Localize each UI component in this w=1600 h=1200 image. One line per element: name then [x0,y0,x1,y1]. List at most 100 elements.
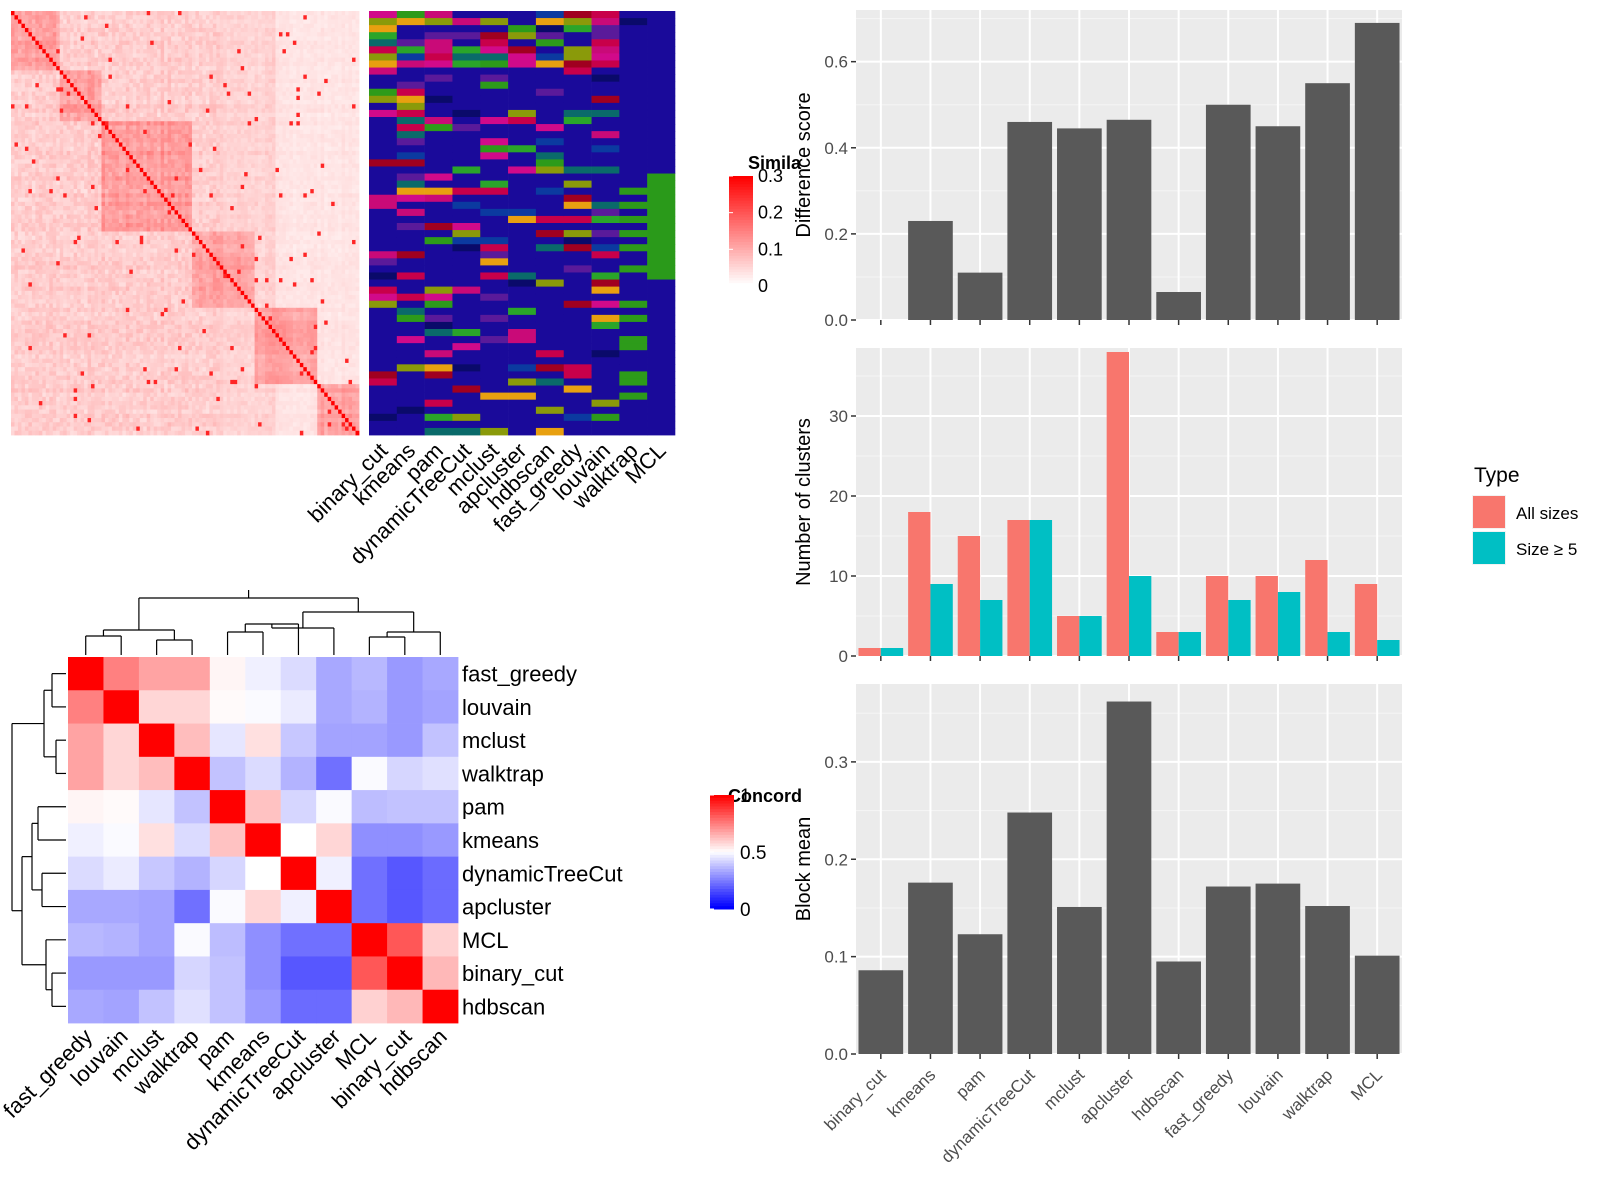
similarity-cell [94,70,99,75]
similarity-cell [185,206,189,211]
similarity-cell [160,176,165,181]
similarity-cell [157,176,162,181]
similarity-cell [185,44,189,50]
similarity-cell [209,167,214,173]
similarity-cell [42,112,47,118]
similarity-cell [348,95,353,101]
similarity-cell [132,70,137,75]
similarity-cell [185,172,189,177]
similarity-cell [230,172,235,177]
similarity-cell [317,155,322,160]
similarity-cell [122,172,127,177]
similarity-cell [226,138,231,143]
similarity-cell [80,74,85,80]
similarity-cell [24,184,29,190]
similarity-cell [139,214,144,220]
similarity-cell [111,23,116,29]
similarity-cell [104,180,109,186]
similarity-cell [185,146,189,152]
similarity-cell [56,66,61,71]
similarity-cell [132,15,137,20]
similarity-cell [188,150,193,156]
similarity-cell [244,78,249,84]
similarity-cell [181,83,186,88]
similarity-cell [157,142,162,148]
similarity-cell [111,44,116,50]
similarity-cell [226,40,231,46]
similarity-cell [122,133,127,139]
similarity-cell [94,210,99,215]
similarity-cell [122,112,127,118]
similarity-cell [251,184,255,190]
similarity-cell [28,214,33,220]
similarity-cell [327,133,332,139]
similarity-cell [167,61,172,67]
similarity-cell [327,176,332,181]
similarity-cell [17,104,22,109]
similarity-cell [14,197,19,203]
similarity-cell [181,150,186,156]
similarity-cell [198,172,203,177]
similarity-cell [125,142,130,148]
similarity-cell [21,172,26,177]
similarity-cell [125,40,130,46]
similarity-cell [289,146,294,152]
similarity-cell [226,70,231,75]
similarity-cell [209,91,214,97]
similarity-cell [223,218,228,224]
similarity-cell [63,78,68,84]
similarity-cell [98,193,102,198]
similarity-cell [355,189,360,194]
similarity-cell [317,57,322,63]
similarity-cell [345,78,349,84]
similarity-cell [317,189,322,194]
similarity-cell [219,87,224,92]
similarity-cell [73,40,78,46]
similarity-cell [73,104,78,109]
similarity-cell [278,193,283,198]
similarity-cell [150,112,155,118]
similarity-cell [185,40,189,46]
similarity-cell [98,27,102,33]
similarity-cell [171,104,175,109]
similarity-cell [87,214,92,220]
similarity-cell [132,210,137,215]
similarity-cell [63,201,68,207]
similarity-cell [268,163,273,169]
similarity-cell [345,100,349,105]
similarity-cell [237,129,242,135]
similarity-cell [240,193,245,198]
similarity-cell [272,146,276,152]
similarity-cell [219,197,224,203]
similarity-cell [66,61,71,67]
similarity-cell [24,193,29,198]
similarity-cell [178,27,182,33]
similarity-cell [285,36,290,42]
similarity-cell [139,176,144,181]
similarity-cell [240,49,245,54]
similarity-cell [94,125,99,131]
similarity-cell [191,172,196,177]
similarity-cell [17,189,22,194]
similarity-cell [289,87,294,92]
similarity-cell [91,159,95,165]
similarity-cell [282,15,287,20]
similarity-cell [303,104,308,109]
similarity-cell [174,49,179,54]
similarity-cell [108,19,113,25]
similarity-cell [254,53,259,59]
similarity-cell [49,121,54,126]
similarity-cell [21,112,26,118]
similarity-cell [11,44,15,50]
similarity-cell [219,61,224,67]
similarity-cell [244,15,249,20]
similarity-cell [247,78,252,84]
similarity-cell [212,193,217,198]
similarity-cell [348,27,353,33]
similarity-cell [352,197,356,203]
similarity-cell [202,19,207,25]
similarity-cell [87,189,92,194]
similarity-cell [45,15,50,20]
similarity-cell [185,53,189,59]
similarity-cell [181,104,186,109]
